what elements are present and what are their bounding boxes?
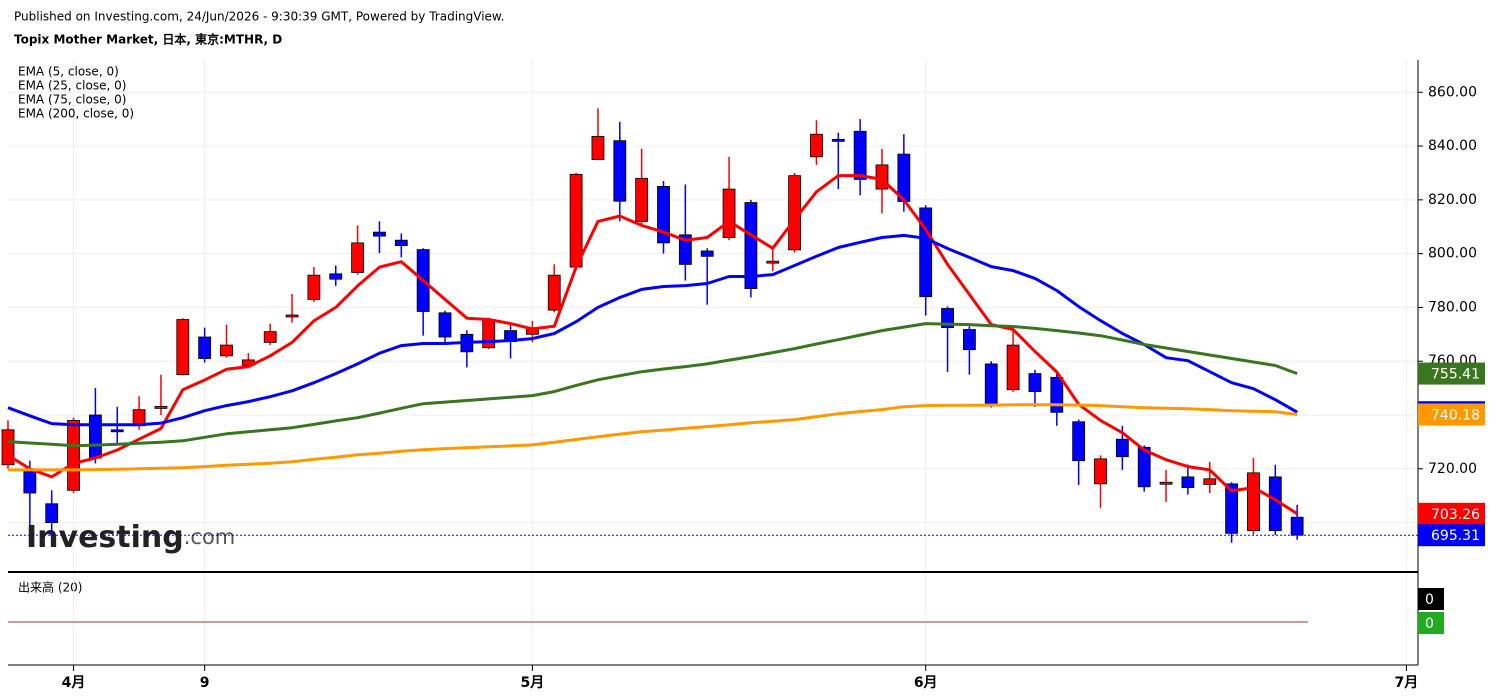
candle-body: [547, 274, 561, 311]
y-tick-label: 860.00: [1428, 84, 1477, 100]
candle-body: [23, 468, 37, 494]
candle-body: [766, 260, 780, 264]
y-tick-label: 780.00: [1428, 299, 1477, 315]
candle-body: [1181, 476, 1195, 489]
candle-body: [220, 344, 233, 357]
candle-body: [1072, 421, 1086, 462]
volume-label-box: [1418, 612, 1444, 634]
candle-body: [1290, 516, 1304, 536]
candle-body: [569, 173, 583, 268]
x-tick-label: 6月: [914, 675, 938, 691]
candle-body: [110, 429, 124, 433]
price-label: 740.18: [1431, 408, 1480, 424]
candle-body: [438, 312, 452, 338]
volume-label: 0: [1425, 592, 1434, 608]
legend-entry: EMA (25, close, 0): [18, 79, 126, 93]
y-tick-label: 840.00: [1428, 138, 1477, 154]
candle-body: [1159, 481, 1173, 485]
candle-body: [1225, 483, 1238, 534]
legend-entry: EMA (200, close, 0): [18, 107, 134, 121]
candle-body: [1115, 438, 1129, 458]
x-tick-label: 5月: [521, 675, 545, 691]
watermark: Investing.com: [26, 520, 235, 555]
price-label: 755.41: [1431, 367, 1480, 383]
candle-body: [657, 186, 670, 244]
candle-body: [285, 314, 299, 318]
candle-body: [744, 202, 758, 290]
candle-body: [635, 177, 649, 222]
volume-label: 0: [1425, 616, 1434, 632]
candle-body: [1094, 458, 1107, 485]
y-tick-label: 720.00: [1428, 461, 1477, 477]
x-tick-label: 9: [200, 675, 210, 691]
candle-body: [853, 130, 867, 180]
candle-body: [329, 273, 343, 280]
price-label: 703.26: [1431, 507, 1480, 523]
ema-line: [7, 233, 1298, 427]
watermark-text: Investing: [26, 520, 184, 555]
candle-body: [591, 135, 605, 160]
candle-body: [700, 250, 714, 257]
watermark-text: .com: [184, 525, 236, 549]
candle-body: [263, 331, 277, 343]
candle-body: [919, 207, 933, 298]
candle-body: [613, 140, 627, 202]
volume-label-box: [1418, 588, 1444, 610]
candle-body: [351, 242, 365, 273]
candle-body: [810, 133, 823, 158]
candle-body: [984, 363, 998, 405]
candle-body: [45, 503, 59, 523]
legend-entry: EMA (5, close, 0): [18, 65, 119, 79]
candle-body: [831, 138, 845, 142]
candle-body: [678, 234, 692, 265]
candle-body: [89, 414, 102, 459]
ema-line: [8, 403, 1298, 472]
candle-body: [198, 336, 212, 359]
price-label-box: [1418, 362, 1485, 385]
candle-body: [722, 188, 736, 238]
candle-body: [482, 319, 496, 349]
candle-body: [1203, 478, 1217, 485]
candle-body: [1006, 344, 1020, 391]
y-tick-label: 800.00: [1428, 246, 1477, 262]
candle-body: [1137, 446, 1151, 488]
candle-body: [1247, 472, 1260, 532]
candle-body: [176, 319, 190, 376]
price-label-box: [1418, 502, 1485, 525]
candle-body: [307, 274, 321, 300]
legend-entry: EMA (75, close, 0): [18, 93, 126, 107]
chart-subtitle: Published on Investing.com, 24/Jun/2026 …: [14, 10, 504, 24]
ema-line: [7, 322, 1298, 448]
candle-body: [1050, 376, 1064, 413]
x-tick-label: 4月: [62, 675, 86, 691]
price-label-box: [1418, 524, 1485, 547]
price-label: 695.31: [1431, 528, 1480, 544]
ema-line: [7, 174, 1299, 516]
x-tick-label: 7月: [1395, 675, 1419, 691]
volume-title: 出来高 (20): [18, 580, 82, 595]
price-label-box: [1418, 403, 1485, 426]
candle-body: [67, 419, 80, 491]
candle-body: [1028, 373, 1042, 393]
candle-body: [394, 239, 408, 246]
candle-body: [875, 164, 889, 190]
candle-body: [373, 231, 386, 237]
y-tick-label: 820.00: [1428, 192, 1477, 208]
chart-title: Topix Mother Market, 日本, 東京:MTHR, D: [14, 32, 282, 47]
candle-body: [963, 329, 976, 351]
candle-body: [154, 406, 168, 409]
